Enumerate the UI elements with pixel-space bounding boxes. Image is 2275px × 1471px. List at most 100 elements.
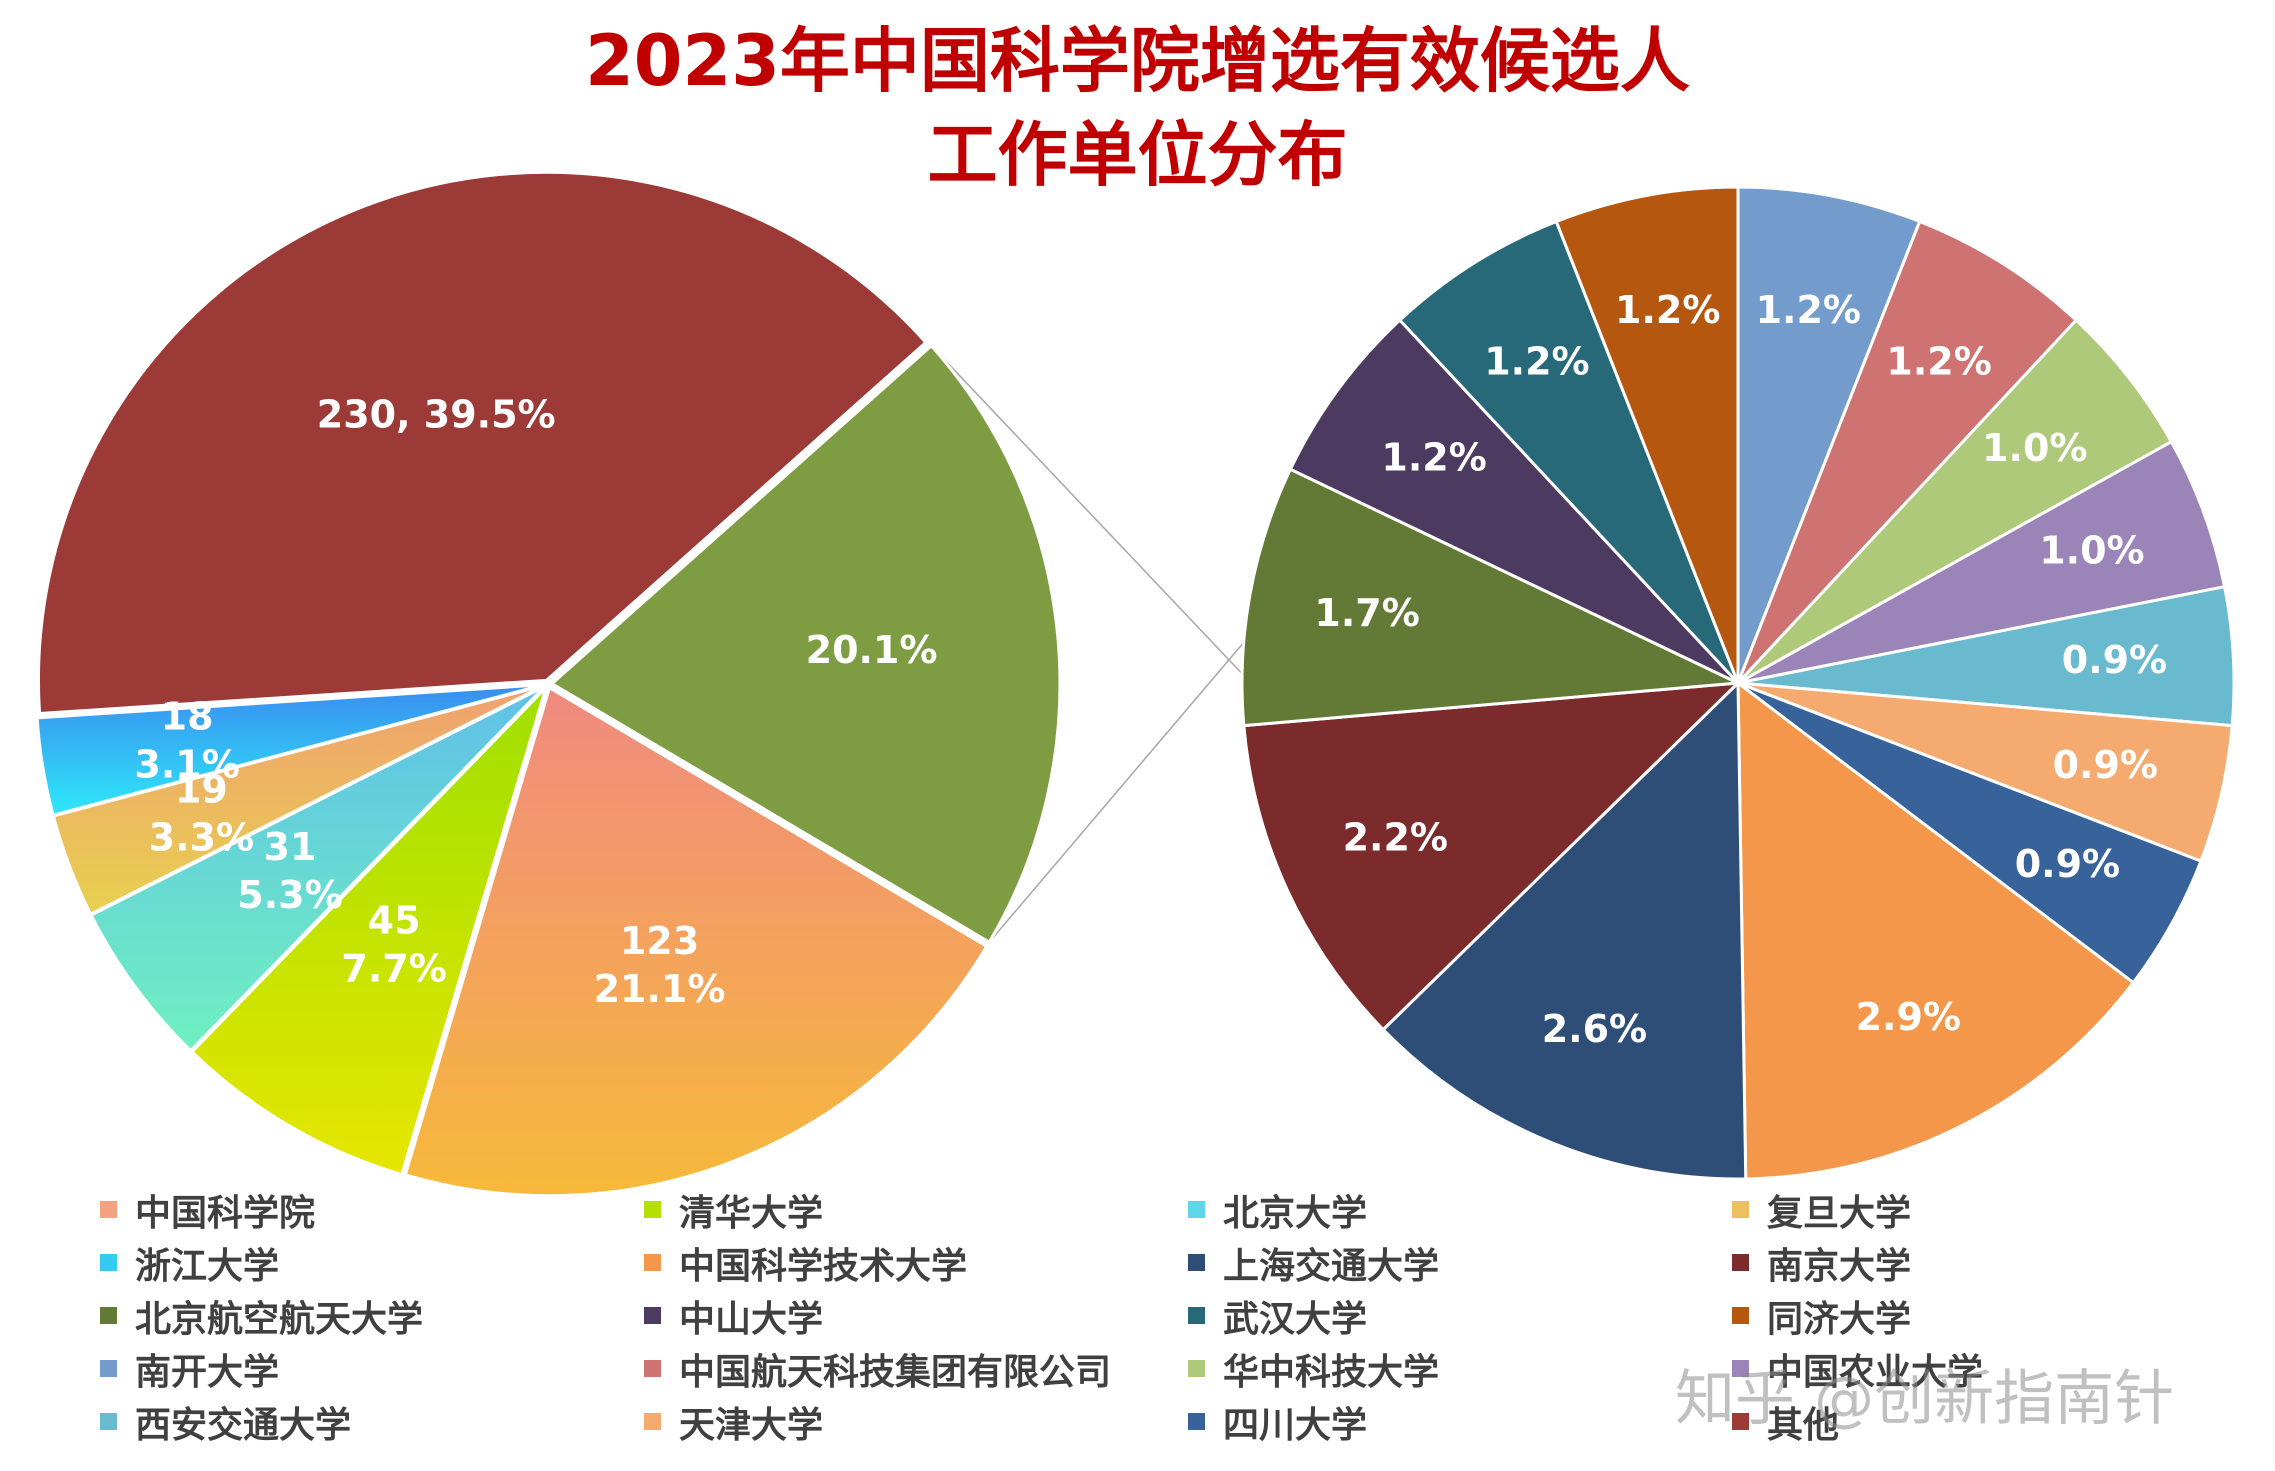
main-label-slice-51764ed65b66682154088ba1-0: 20.1% [806, 628, 938, 672]
legend-swatch [100, 1307, 117, 1324]
legend-swatch [1732, 1254, 1749, 1271]
legend-item: 中国科学技术大学 [644, 1236, 1188, 1289]
legend-item: 北京大学 [1188, 1183, 1732, 1236]
legend-label: 南开大学 [135, 1351, 280, 1393]
chart-title-line1: 2023年中国科学院增选有效候选人 [585, 20, 1690, 102]
chart-title: 2023年中国科学院增选有效候选人 工作单位分布 [0, 14, 2275, 202]
legend-swatch [1732, 1413, 1749, 1430]
main-label-slice-590d65e659275b66-0: 19 [175, 767, 228, 811]
legend-item: 四川大学 [1188, 1395, 1732, 1448]
legend-swatch [100, 1360, 117, 1377]
secondary-label-slice-53174eac822a7a7a822a592959275b66: 1.7% [1314, 591, 1419, 635]
legend-label: 上海交通大学 [1223, 1245, 1440, 1287]
secondary-label-slice-4e2d5c7159275b66: 1.2% [1381, 436, 1486, 480]
secondary-slice-534e4e2d79d1628059275b66 [1736, 318, 2174, 685]
legend-swatch [644, 1413, 661, 1430]
secondary-slice-4e2d56fd519c4e1a59275b66 [1737, 439, 2227, 685]
main-pie [35, 170, 1062, 1198]
legend-item: 天津大学 [644, 1395, 1188, 1448]
legend-item: 中国航天科技集团有限公司 [644, 1342, 1188, 1395]
secondary-label-slice-4e2d56fd79d15b666280672f59275b66: 2.9% [1856, 995, 1961, 1039]
legend-item: 中国农业大学 [1732, 1342, 2275, 1395]
main-label-slice-6e05534e59275b66-0: 45 [368, 899, 421, 943]
main-slice-6e05534e59275b66 [189, 686, 548, 1177]
legend-item: 浙江大学 [100, 1236, 644, 1289]
legend-label: 武汉大学 [1223, 1298, 1368, 1340]
secondary-label-slice-897f5b894ea4901a59275b66: 0.9% [2062, 638, 2167, 682]
legend-swatch [1188, 1307, 1205, 1324]
secondary-slice-53574eac59275b66 [1242, 681, 1743, 1032]
main-label-slice-4e2d56fd79d15b669662-1: 21.1% [594, 967, 726, 1011]
legend: 中国科学院 清华大学 北京大学 复旦大学浙江大学 中国科学技术大学 上海交通大学 南京大学北… [100, 1183, 2275, 1448]
main-label-slice-51764ed6-0: 230, 39.5% [317, 392, 556, 436]
legend-swatch [100, 1201, 117, 1218]
legend-label: 同济大学 [1767, 1298, 1912, 1340]
secondary-slice-4e2d56fd822a592979d1628096c656e267099650516c53f8 [1736, 219, 2079, 685]
legend-swatch [1732, 1360, 1749, 1377]
legend-item: 中山大学 [644, 1289, 1188, 1342]
legend-item: 华中科技大学 [1188, 1342, 1732, 1395]
secondary-label-slice-6b666c4959275b66: 1.2% [1484, 340, 1589, 384]
secondary-pie [1240, 185, 2236, 1181]
legend-item: 其他 [1732, 1395, 2275, 1448]
main-label-slice-6e05534e59275b66-1: 7.7% [341, 947, 446, 991]
legend-swatch [1188, 1413, 1205, 1430]
secondary-label-slice-56db5ddd59275b66: 0.9% [2015, 842, 2120, 886]
main-label-slice-53174eac59275b66-1: 5.3% [237, 873, 342, 917]
main-label-slice-6d596c5f59275b66-0: 18 [161, 695, 214, 739]
legend-swatch [644, 1201, 661, 1218]
legend-item: 西安交通大学 [100, 1395, 644, 1448]
legend-swatch [100, 1413, 117, 1430]
legend-label: 天津大学 [679, 1404, 824, 1446]
legend-item: 北京航空航天大学 [100, 1289, 644, 1342]
legend-label: 中国农业大学 [1767, 1351, 1984, 1393]
secondary-label-slice-534e4e2d79d1628059275b66: 1.0% [1982, 426, 2087, 470]
main-slice-53174eac59275b66 [89, 685, 546, 1053]
secondary-slice-4e0a6d774ea4901a59275b66 [1381, 679, 1748, 1181]
legend-label: 浙江大学 [135, 1245, 280, 1287]
secondary-slice-53575f0059275b66 [1736, 185, 1922, 684]
legend-label: 中国科学院 [135, 1192, 316, 1234]
secondary-slice-540c6d4e59275b66 [1554, 185, 1740, 684]
legend-item: 武汉大学 [1188, 1289, 1732, 1342]
legend-label: 复旦大学 [1767, 1192, 1912, 1234]
main-label-slice-6d596c5f59275b66-1: 3.1% [134, 743, 239, 787]
legend-label: 南京大学 [1767, 1245, 1912, 1287]
chart-title-line2: 工作单位分布 [927, 114, 1348, 196]
secondary-label-slice-540c6d4e59275b66: 1.2% [1615, 288, 1720, 332]
main-label-slice-590d65e659275b66-1: 3.3% [149, 815, 254, 859]
legend-item: 南开大学 [100, 1342, 644, 1395]
legend-item: 清华大学 [644, 1183, 1188, 1236]
legend-label: 北京航空航天大学 [135, 1298, 424, 1340]
secondary-label-slice-4e2d56fd822a592979d1628096c656e267099650516c53f8: 1.2% [1886, 340, 1991, 384]
legend-label: 北京大学 [1223, 1192, 1368, 1234]
secondary-slice-53174eac822a7a7a822a592959275b66 [1240, 467, 1744, 728]
secondary-label-slice-53575f0059275b66: 1.2% [1756, 288, 1861, 332]
legend-swatch [1188, 1360, 1205, 1377]
legend-item: 复旦大学 [1732, 1183, 2275, 1236]
secondary-label-slice-53574eac59275b66: 2.2% [1343, 816, 1448, 860]
legend-label: 西安交通大学 [135, 1404, 352, 1446]
legend-item: 中国科学院 [100, 1183, 644, 1236]
legend-label: 中山大学 [679, 1298, 824, 1340]
legend-item: 同济大学 [1732, 1289, 2275, 1342]
legend-label: 四川大学 [1223, 1404, 1368, 1446]
legend-swatch [1188, 1201, 1205, 1218]
secondary-slice-4e2d56fd79d15b666280672f59275b66 [1736, 679, 2136, 1181]
main-slice-51764ed6 [36, 170, 928, 716]
legend-item: 南京大学 [1732, 1236, 2275, 1289]
legend-label: 中国科学技术大学 [679, 1245, 968, 1287]
main-label-slice-53174eac59275b66-0: 31 [264, 825, 317, 869]
legend-swatch [1188, 1254, 1205, 1271]
secondary-label-slice-59296d2559275b66: 0.9% [2053, 743, 2158, 787]
secondary-label-slice-4e0a6d774ea4901a59275b66: 2.6% [1542, 1007, 1647, 1051]
legend-label: 清华大学 [679, 1192, 824, 1234]
legend-swatch [1732, 1201, 1749, 1218]
legend-swatch [644, 1254, 661, 1271]
legend-label: 中国航天科技集团有限公司 [679, 1351, 1112, 1393]
legend-label: 其他 [1767, 1404, 1840, 1446]
main-slice-4e2d56fd79d15b669662 [403, 685, 989, 1198]
main-label-slice-4e2d56fd79d15b669662-0: 123 [620, 919, 699, 963]
